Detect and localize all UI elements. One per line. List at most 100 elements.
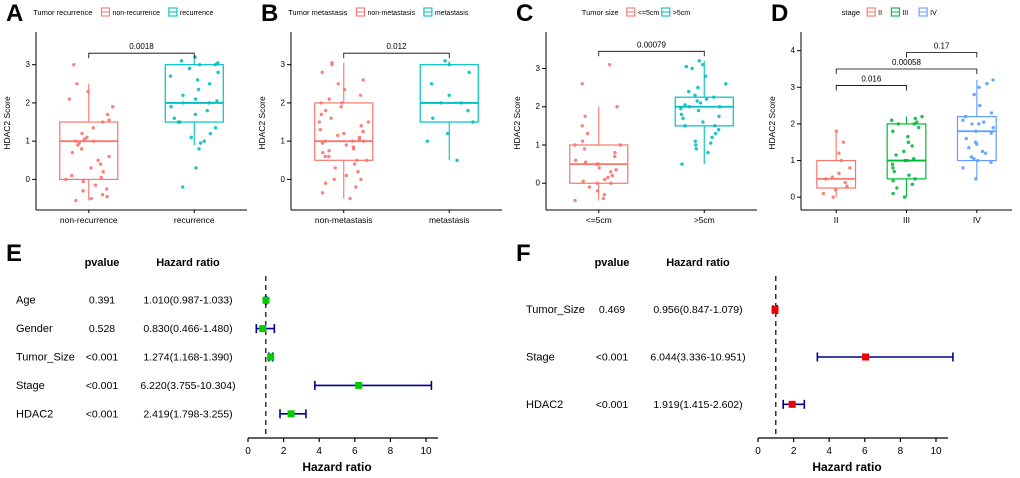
y-axis-title: HDAC2 Score [2, 96, 12, 150]
y-tick-label: 0 [791, 193, 796, 202]
data-point [86, 89, 90, 94]
data-point [583, 114, 587, 119]
data-point [207, 82, 212, 86]
panel-f: F pvalue Hazard ratio Tumor_Size 0.469 0.956… [510, 240, 1020, 478]
x-tick-label: 8 [388, 446, 394, 457]
data-point [839, 158, 843, 163]
y-axis-title: HDAC2 Score [767, 96, 777, 150]
data-point [724, 82, 728, 86]
y-tick-label: 2 [281, 98, 286, 107]
data-point [841, 140, 846, 144]
x-tick-label: 4 [316, 446, 322, 457]
row-hr-text: 1.010(0.987-1.033) [143, 295, 232, 307]
data-point [216, 61, 220, 65]
y-tick-label: 3 [791, 83, 796, 92]
data-point [362, 139, 366, 143]
data-point [983, 151, 988, 155]
data-point [319, 112, 324, 117]
data-point [355, 158, 359, 162]
y-tick-label: 1 [791, 156, 796, 165]
forest-row-HDAC2: HDAC2 <0.001 2.419(1.798-3.255) [16, 408, 307, 420]
data-point [974, 177, 978, 181]
row-label: HDAC2 [526, 399, 563, 411]
x-tick-label: 2 [791, 446, 797, 457]
data-point [340, 101, 344, 105]
data-point [573, 198, 577, 203]
data-point [824, 177, 828, 181]
data-point [704, 97, 709, 101]
data-point [894, 153, 898, 157]
y-tick-label: 4 [791, 46, 796, 55]
panel-letter-e: E [6, 240, 23, 267]
data-point [696, 108, 701, 113]
row-hr-text: 0.830(0.466-1.480) [143, 323, 232, 335]
data-point [198, 141, 203, 145]
y-tick-label: 0 [281, 175, 286, 184]
data-point [70, 173, 74, 178]
legend-key-non-metastasis: non-metastasis [355, 7, 415, 17]
x-tick-label: 2 [281, 446, 287, 457]
p-value-label: 0.016 [861, 74, 882, 83]
axes [287, 32, 502, 213]
bracket-path [88, 52, 195, 59]
x-tick-label: III [903, 215, 910, 225]
axes [797, 32, 1012, 213]
data-point [895, 186, 899, 190]
row-hr-text: 6.220(3.755-10.304) [140, 380, 235, 392]
data-point [344, 173, 349, 178]
data-point [985, 81, 989, 86]
hr-marker [262, 296, 270, 304]
data-point [168, 74, 173, 78]
data-point [697, 59, 702, 63]
data-point [573, 143, 577, 147]
data-point [961, 166, 965, 170]
data-point [903, 158, 907, 163]
row-pvalue: 0.528 [89, 323, 115, 335]
data-point [613, 150, 617, 155]
data-point [679, 106, 683, 111]
axes [32, 32, 247, 213]
data-point [96, 158, 100, 162]
data-point [336, 82, 340, 86]
data-point [693, 139, 698, 143]
data-point [99, 175, 103, 180]
row-hr-text: 6.044(3.336-10.951) [650, 352, 745, 364]
data-point [354, 185, 358, 189]
box-group-non-metastasis [314, 61, 374, 201]
hr-marker [862, 353, 870, 361]
data-point [445, 131, 450, 136]
data-point [917, 125, 921, 130]
data-point [830, 175, 835, 179]
data-point [595, 181, 599, 185]
data-point [973, 140, 978, 144]
data-point [595, 189, 600, 193]
data-point [601, 196, 605, 201]
y-tick-label: 0 [26, 175, 31, 184]
data-point [169, 105, 173, 109]
y-tick-label: 2 [536, 102, 541, 111]
legend-key-<=5cm: <=5cm [626, 7, 659, 17]
legend-label: IV [930, 10, 937, 17]
data-point [892, 169, 896, 174]
bottom-row: E pvalue Hazard ratio Age 0.391 1.010(0.987-… [0, 240, 1020, 478]
data-point [680, 162, 684, 166]
header-hazard-ratio: Hazard ratio [666, 257, 730, 269]
data-point [447, 93, 451, 97]
data-point [972, 157, 976, 161]
data-point [195, 78, 200, 82]
data-point [582, 147, 587, 151]
y-tick-label: 3 [281, 60, 286, 69]
data-point [980, 149, 985, 154]
data-point [455, 158, 459, 162]
p-value-label: 0.00079 [637, 40, 666, 49]
data-point [447, 62, 451, 67]
hr-marker [267, 353, 275, 361]
significance-bracket [906, 52, 978, 58]
data-point [710, 135, 714, 140]
data-point [912, 122, 916, 126]
panel-letter-d: D [771, 0, 789, 27]
data-point [318, 127, 322, 132]
p-value-label: 0.17 [934, 41, 950, 50]
x-axis [247, 437, 438, 442]
legend-label: >5cm [673, 10, 690, 17]
